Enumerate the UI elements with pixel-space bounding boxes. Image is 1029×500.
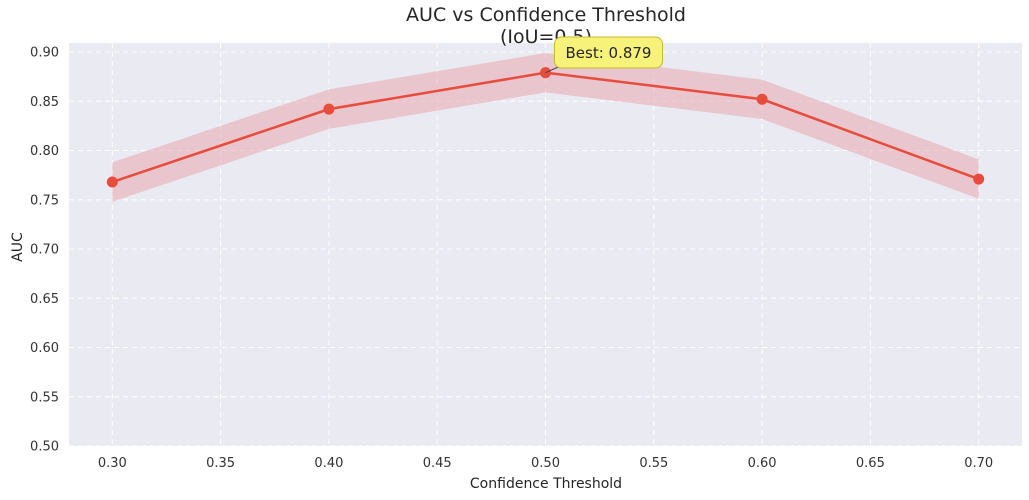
y-tick-labels: 0.50 0.55 0.60 0.65 0.70 0.75 0.80 0.85 0.90 [30,46,59,455]
y-tick-label: 0.80 [30,144,59,159]
x-axis-label: Confidence Threshold [470,476,622,492]
chart-title: AUC vs Confidence Threshold [406,4,686,26]
x-tick-label: 0.65 [856,456,885,471]
annotation-box [554,36,663,69]
x-tick-label: 0.45 [423,456,452,471]
data-point [323,103,335,115]
y-tick-label: 0.70 [30,243,59,258]
x-tick-label: 0.70 [964,456,993,471]
y-axis-label: AUC [10,232,26,262]
confidence-band [112,52,979,202]
y-tick-label: 0.85 [30,95,59,110]
x-tick-label: 0.50 [531,456,560,471]
best-annotation: Best: 0.879 [545,36,663,74]
x-tick-label: 0.40 [314,456,343,471]
x-tick-labels: 0.30 0.35 0.40 0.45 0.50 0.55 0.60 0.65 0.70 [98,456,993,471]
y-tick-label: 0.50 [30,440,59,455]
x-tick-label: 0.30 [98,456,127,471]
y-tick-label: 0.75 [30,193,59,208]
x-tick-label: 0.60 [748,456,777,471]
y-tick-label: 0.90 [30,46,59,61]
x-tick-label: 0.35 [206,456,235,471]
data-point [756,93,768,105]
annotation-text: Best: 0.879 [566,44,652,62]
x-tick-label: 0.55 [639,456,668,471]
y-tick-label: 0.65 [30,292,59,307]
y-tick-label: 0.55 [30,390,59,405]
confidence-band-group [112,52,979,202]
data-point [973,173,985,185]
data-point [106,176,118,188]
y-tick-label: 0.60 [30,341,59,356]
